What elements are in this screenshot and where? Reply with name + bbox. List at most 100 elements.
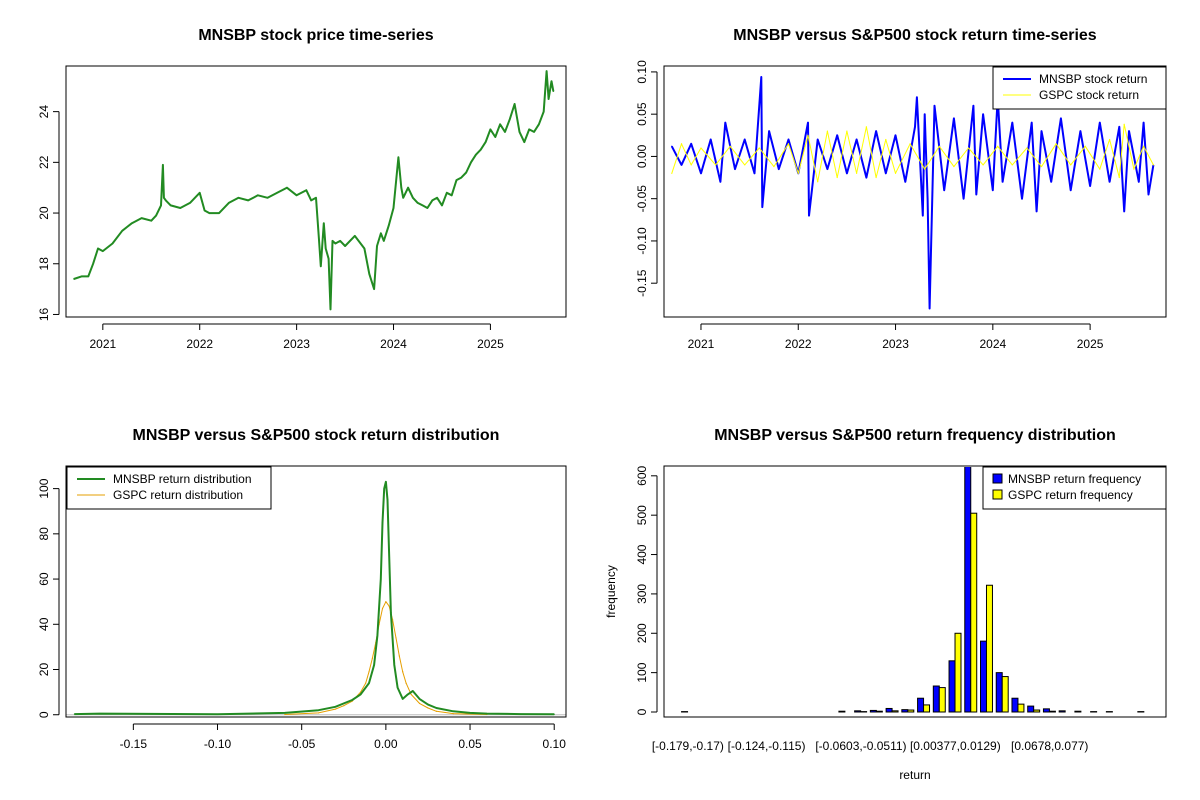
- data-point: [856, 138, 858, 141]
- data-point: [460, 176, 462, 179]
- data-point: [494, 136, 496, 138]
- y-tick-label: 0.10: [635, 60, 649, 84]
- data-point: [386, 499, 389, 501]
- x-tick-label: 0.10: [543, 737, 567, 751]
- data-point: [286, 187, 288, 189]
- data-point: [836, 176, 838, 179]
- x-tick-label: 0.05: [458, 737, 482, 751]
- data-point: [729, 145, 731, 147]
- data-point: [909, 143, 911, 145]
- y-tick-label: 0.00: [635, 144, 649, 168]
- data-point: [826, 130, 829, 132]
- data-point: [982, 164, 984, 166]
- bar: [869, 709, 877, 713]
- data-point: [1143, 145, 1145, 147]
- legend-box: [66, 466, 272, 510]
- plot-frame: [663, 65, 1167, 318]
- data-point: [894, 172, 897, 174]
- data-point: [787, 138, 790, 141]
- bar: [854, 710, 862, 713]
- bar: [838, 710, 846, 713]
- data-point: [427, 703, 429, 706]
- data-point: [856, 172, 858, 174]
- data-point: [368, 671, 370, 673]
- plot-frame: [65, 65, 567, 318]
- data-point: [373, 664, 375, 666]
- bar: [907, 709, 915, 713]
- data-point: [836, 134, 838, 136]
- bar: [885, 707, 893, 713]
- x-tick-label: 2021: [89, 337, 116, 351]
- bar: [1048, 710, 1056, 713]
- data-point: [1026, 147, 1028, 149]
- x-tick-label: -0.05: [288, 737, 316, 751]
- y-tick-label: 300: [635, 584, 649, 604]
- data-point: [402, 698, 404, 700]
- data-point: [924, 113, 926, 115]
- data-point: [405, 682, 407, 684]
- data-point: [410, 693, 412, 695]
- data-point: [398, 655, 400, 657]
- data-point: [376, 634, 379, 637]
- data-point: [452, 713, 454, 715]
- data-point: [323, 222, 325, 224]
- data-point: [1108, 138, 1111, 141]
- data-point: [761, 206, 763, 208]
- data-point: [938, 145, 940, 147]
- data-point: [817, 138, 819, 141]
- y-tick-label: 0: [37, 711, 51, 718]
- data-point: [469, 712, 471, 714]
- data-point: [317, 709, 320, 711]
- data-point: [276, 192, 278, 194]
- bar: [923, 704, 931, 713]
- data-point: [975, 193, 977, 196]
- series-line: [284, 601, 487, 715]
- data-point: [412, 197, 414, 199]
- data-point: [371, 657, 373, 659]
- data-point: [953, 165, 955, 168]
- bar: [1017, 703, 1025, 713]
- data-point: [538, 123, 540, 125]
- data-point: [383, 488, 385, 490]
- data-point: [1055, 143, 1057, 145]
- data-point: [189, 202, 191, 204]
- x-tick-label: 2024: [979, 337, 1006, 351]
- x-tick-label: 2023: [882, 337, 909, 351]
- data-point: [1079, 130, 1081, 132]
- bar: [1042, 708, 1050, 713]
- series-line: [73, 70, 555, 311]
- data-point: [392, 207, 395, 209]
- data-point: [360, 693, 362, 695]
- data-point: [700, 172, 702, 174]
- data-point: [504, 131, 506, 133]
- bar: [995, 672, 1003, 713]
- y-tick-label: 16: [37, 307, 51, 321]
- bar: [985, 584, 993, 713]
- data-point: [671, 172, 673, 174]
- data-point: [690, 164, 692, 166]
- data-point: [826, 168, 829, 170]
- data-point: [1152, 164, 1154, 166]
- y-tick-label: 100: [37, 478, 51, 498]
- data-point: [92, 263, 94, 265]
- data-point: [744, 138, 746, 141]
- bar: [932, 685, 940, 713]
- x-tick-label: -0.10: [204, 737, 232, 751]
- data-point: [528, 128, 530, 130]
- data-point: [354, 235, 356, 237]
- data-point: [875, 176, 877, 179]
- data-point: [787, 143, 790, 145]
- data-point: [710, 138, 712, 141]
- data-point: [1143, 122, 1145, 124]
- legend-label: MNSBP stock return: [1039, 72, 1147, 86]
- legend-box: [982, 466, 1167, 510]
- data-point: [400, 187, 402, 189]
- bar: [1033, 709, 1041, 713]
- x-tick-label: 2025: [1077, 337, 1104, 351]
- data-point: [455, 179, 458, 181]
- y-tick-label: 20: [37, 206, 51, 220]
- bar: [1027, 705, 1035, 713]
- data-point: [1118, 126, 1120, 128]
- data-point: [489, 128, 492, 130]
